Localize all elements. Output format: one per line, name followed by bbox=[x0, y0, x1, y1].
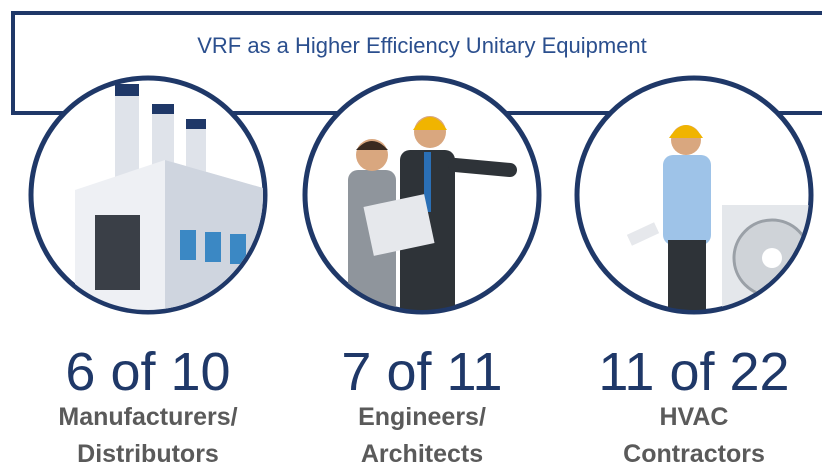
stat-label: Architects bbox=[361, 440, 483, 468]
stat-value: 11 of 22 bbox=[598, 342, 789, 402]
stat-value: 7 of 11 bbox=[341, 342, 502, 402]
banner-title: VRF as a Higher Efficiency Unitary Equip… bbox=[197, 33, 647, 58]
stat-label: Manufacturers/ bbox=[58, 403, 237, 431]
factory-illustration bbox=[31, 78, 270, 320]
stat-value: 6 of 10 bbox=[65, 342, 230, 402]
stat-label: Contractors bbox=[623, 440, 765, 468]
infographic: VRF as a Higher Efficiency Unitary Equip… bbox=[0, 0, 822, 468]
stat-label: Distributors bbox=[77, 440, 219, 468]
stat-label: Engineers/ bbox=[358, 403, 486, 431]
engineers-illustration bbox=[305, 78, 539, 320]
stat-label: HVAC bbox=[660, 403, 729, 431]
